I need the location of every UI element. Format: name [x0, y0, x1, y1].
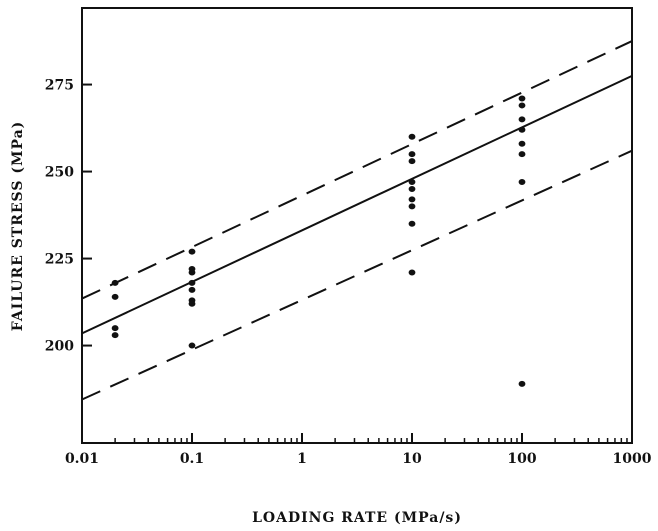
data-point — [518, 95, 526, 102]
x-tick-label: 0.01 — [65, 451, 99, 467]
x-axis-ticks: 0.01 0.1 1 10 100 1000 — [65, 433, 652, 467]
data-point — [408, 179, 416, 185]
x-tick-label: 1 — [297, 451, 307, 467]
data-point — [408, 269, 416, 276]
plot-frame — [81, 7, 633, 444]
data-points — [111, 95, 526, 387]
regression-line — [81, 74, 633, 335]
data-point — [518, 151, 526, 158]
x-tick-label: 10 — [402, 451, 422, 467]
x-axis-title: LOADING RATE (MPa/s) — [252, 510, 462, 526]
data-point — [518, 140, 526, 147]
data-point — [408, 158, 416, 165]
data-point — [111, 293, 119, 300]
confidence-bound-line-1 — [81, 40, 633, 300]
data-point — [518, 179, 526, 185]
data-point — [111, 325, 119, 332]
y-axis-title: FAILURE STRESS (MPa) — [10, 121, 26, 332]
data-point — [518, 126, 526, 133]
data-point — [408, 220, 416, 227]
data-point — [111, 279, 119, 286]
data-point — [188, 269, 196, 276]
data-point — [188, 279, 196, 286]
y-tick-label: 200 — [45, 339, 74, 355]
data-point — [188, 300, 196, 307]
data-point — [518, 102, 526, 109]
x-tick-label: 100 — [507, 451, 536, 467]
data-point — [111, 332, 119, 339]
x-tick-label: 0.1 — [180, 451, 204, 467]
data-point — [188, 248, 196, 255]
data-point — [188, 342, 196, 349]
y-tick-label: 275 — [45, 78, 74, 94]
data-point — [408, 151, 416, 158]
x-tick-label: 1000 — [613, 451, 652, 467]
data-point — [408, 185, 416, 192]
data-point — [408, 196, 416, 203]
data-point — [408, 203, 416, 210]
y-tick-label: 225 — [45, 252, 74, 268]
data-point — [408, 133, 416, 140]
confidence-bound-line-2 — [81, 149, 633, 401]
fit-lines — [81, 40, 633, 401]
data-point — [518, 380, 526, 387]
y-axis-ticks: 200 225 250 275 — [45, 78, 92, 355]
data-point — [188, 286, 196, 293]
y-tick-label: 250 — [45, 165, 74, 181]
data-point — [518, 116, 526, 123]
